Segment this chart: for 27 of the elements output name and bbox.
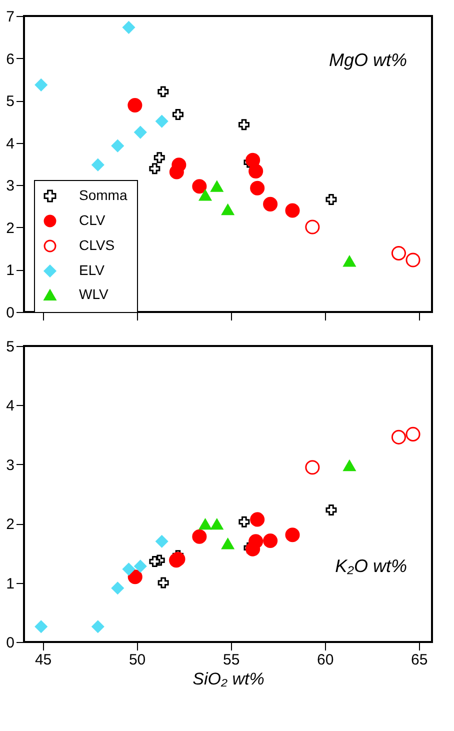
x-tick-label: 65 [410,652,428,668]
y-tick-label: 1 [6,262,14,280]
legend-label: CLVS [79,237,115,253]
x-tick-label: 60 [316,652,334,668]
y-tick-label: 2 [6,516,14,534]
y-tick-label: 4 [6,398,14,415]
y-tick-label: 0 [6,304,14,322]
legend-label: Somma [79,187,128,203]
x-tick-label: 55 [222,652,240,668]
y-tick-label: 4 [6,135,14,152]
x-tick-label: 50 [128,652,146,668]
y-tick-label: 5 [6,93,14,110]
y-tick-label: 3 [6,178,14,195]
legend-label: ELV [79,262,106,278]
legend-label: CLV [79,212,106,228]
y-tick-label: 6 [6,50,14,68]
y-tick-label: 2 [6,220,14,237]
x-axis-title: SiO₂ wt% [192,670,264,688]
y-tick-label: 1 [6,575,14,592]
y-tick-label: 7 [6,8,14,26]
x-tick-label: 45 [34,652,52,668]
annotation: K₂O wt% [335,556,407,576]
y-tick-label: 0 [6,634,14,652]
y-tick-label: 5 [6,338,14,356]
y-tick-label: 3 [6,456,14,474]
annotation: MgO wt% [328,50,407,70]
legend-label: WLV [79,286,109,302]
